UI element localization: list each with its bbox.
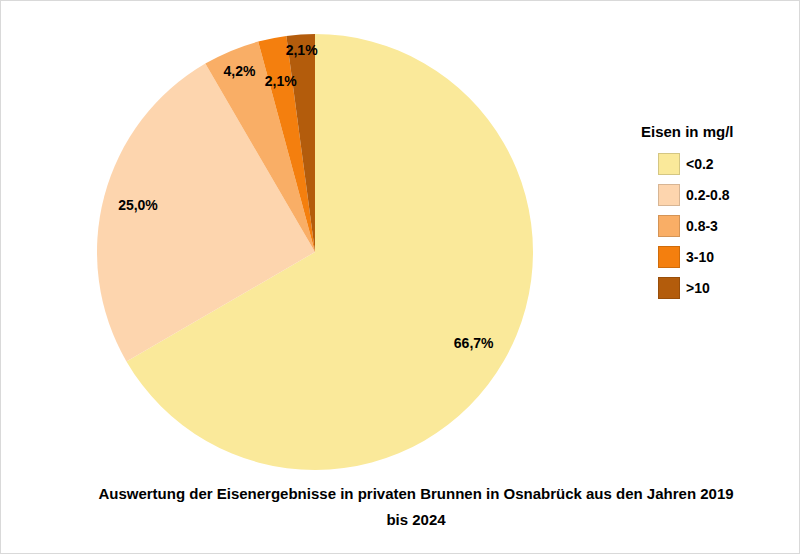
svg-text:4,2%: 4,2% <box>223 63 255 79</box>
html-text:Auswertung der Eisenergebnisse: Auswertung der Eisenergebnisse in privat… <box>98 485 734 528</box>
html-text:3-10: 3-10 <box>686 248 714 265</box>
html-text:0.2-0.8: 0.2-0.8 <box>686 186 730 203</box>
html-text:<0.2: <0.2 <box>686 155 714 172</box>
svg-text:2,1%: 2,1% <box>286 42 318 58</box>
svg-text:2,1%: 2,1% <box>265 73 297 89</box>
html-text:0.8-3: 0.8-3 <box>686 217 718 234</box>
svg-text:25,0%: 25,0% <box>118 197 158 213</box>
html-text:Eisen in mg/l: Eisen in mg/l <box>641 123 734 140</box>
svg-text:66,7%: 66,7% <box>454 335 494 351</box>
html-text:>10: >10 <box>686 279 710 296</box>
